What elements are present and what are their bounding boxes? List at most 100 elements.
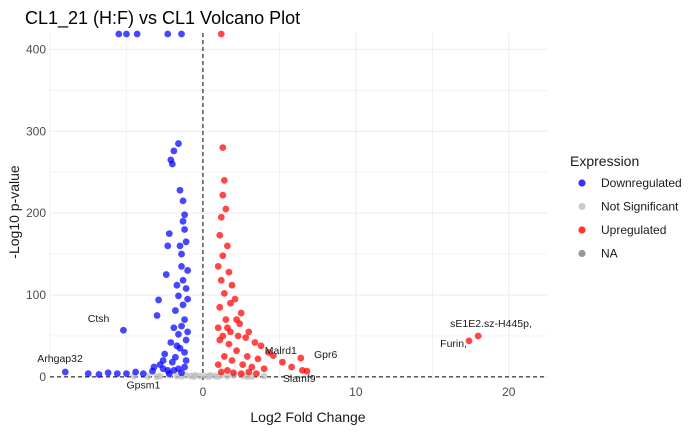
- data-point: [133, 30, 141, 38]
- data-point: [181, 348, 188, 356]
- data-point: [242, 334, 250, 342]
- x-tick-label: 0: [200, 385, 207, 399]
- data-point: [217, 30, 225, 38]
- x-tick-label: 10: [349, 385, 363, 399]
- data-point: [253, 370, 260, 378]
- data-point: [181, 211, 188, 219]
- data-point: [176, 242, 184, 250]
- data-point: [214, 262, 222, 270]
- data-point: [216, 336, 224, 344]
- data-point: [182, 238, 190, 246]
- data-point: [234, 332, 242, 340]
- data-point: [214, 324, 222, 332]
- data-point: [104, 369, 112, 377]
- data-point: [303, 367, 311, 375]
- data-point: [227, 299, 234, 307]
- gene-label: Arhgap32: [37, 353, 83, 365]
- y-tick-label: 100: [26, 288, 46, 302]
- data-point: [219, 191, 227, 199]
- data-point: [251, 339, 259, 346]
- data-point: [257, 342, 265, 350]
- data-point: [164, 30, 172, 38]
- data-point: [237, 309, 245, 317]
- data-point: [176, 186, 184, 194]
- data-point: [220, 176, 228, 184]
- data-point: [260, 365, 268, 373]
- data-point: [254, 355, 262, 363]
- data-point: [165, 370, 173, 378]
- data-point: [269, 352, 277, 360]
- data-point: [170, 324, 178, 332]
- legend-label: Downregulated: [601, 176, 682, 190]
- data-point: [153, 312, 161, 319]
- y-tick-label: 200: [26, 206, 46, 220]
- data-point: [168, 358, 176, 366]
- data-point: [179, 197, 187, 205]
- data-point: [230, 369, 237, 377]
- data-point: [216, 303, 224, 311]
- gene-label: Furin,: [440, 338, 467, 350]
- legend-label: Not Significant: [601, 200, 679, 214]
- y-tick-label: 400: [26, 42, 46, 56]
- gene-label: Gpr6: [314, 349, 338, 361]
- gene-label: sE1E2.sz-H445p,: [450, 318, 532, 330]
- data-point: [181, 316, 188, 323]
- data-point: [219, 252, 227, 260]
- y-tick-label: 0: [39, 370, 46, 384]
- data-point: [165, 230, 173, 238]
- legend-key: [578, 202, 586, 211]
- legend-key: [578, 249, 586, 258]
- data-point: [184, 267, 192, 274]
- data-point: [205, 373, 213, 380]
- data-point: [175, 330, 182, 338]
- data-point: [175, 292, 182, 300]
- data-point: [178, 262, 185, 270]
- data-point: [132, 368, 140, 376]
- gene-label: Slamf9: [283, 373, 316, 385]
- gene-labels: Ctsh Arhgap32 Gpsm1 Malrd1 Gpr6 Slamf9 sE1E2.s…: [37, 313, 532, 391]
- data-point: [220, 289, 228, 297]
- data-point: [184, 328, 192, 336]
- data-points: [61, 30, 482, 381]
- data-point: [225, 340, 233, 348]
- gene-label: Gpsm1: [126, 379, 160, 391]
- data-point: [84, 370, 92, 378]
- data-point: [170, 147, 178, 155]
- y-axis-title: -Log10 p-value: [6, 165, 22, 259]
- data-point: [178, 369, 185, 377]
- data-point: [173, 342, 181, 350]
- plot-grid: [49, 33, 547, 381]
- data-point: [245, 368, 253, 376]
- data-point: [223, 242, 231, 250]
- data-point: [228, 357, 236, 364]
- data-point: [237, 370, 245, 378]
- data-point: [181, 363, 188, 371]
- data-point: [222, 316, 230, 323]
- data-point: [155, 296, 162, 304]
- gene-label: Malrd1: [265, 345, 297, 357]
- y-tick-label: 300: [26, 124, 46, 138]
- data-point: [162, 271, 170, 278]
- data-point: [164, 242, 172, 250]
- data-point: [220, 353, 228, 360]
- data-point: [214, 361, 222, 369]
- data-point: [190, 373, 198, 380]
- gene-label: Ctsh: [88, 313, 110, 325]
- data-point: [175, 140, 182, 147]
- data-point: [217, 213, 225, 221]
- data-point: [223, 366, 231, 374]
- data-point: [179, 301, 187, 309]
- data-point: [260, 372, 268, 380]
- data-point: [184, 295, 192, 303]
- data-point: [159, 365, 167, 373]
- data-point: [225, 268, 233, 276]
- chart-title: CL1_21 (H:F) vs CL1 Volcano Plot: [25, 8, 300, 29]
- data-point: [231, 295, 239, 303]
- legend-key: [578, 179, 586, 187]
- data-point: [61, 368, 69, 376]
- x-tick-label: 20: [502, 385, 516, 399]
- data-point: [245, 328, 253, 336]
- x-axis-title: Log2 Fold Change: [250, 409, 365, 425]
- data-point: [179, 276, 187, 284]
